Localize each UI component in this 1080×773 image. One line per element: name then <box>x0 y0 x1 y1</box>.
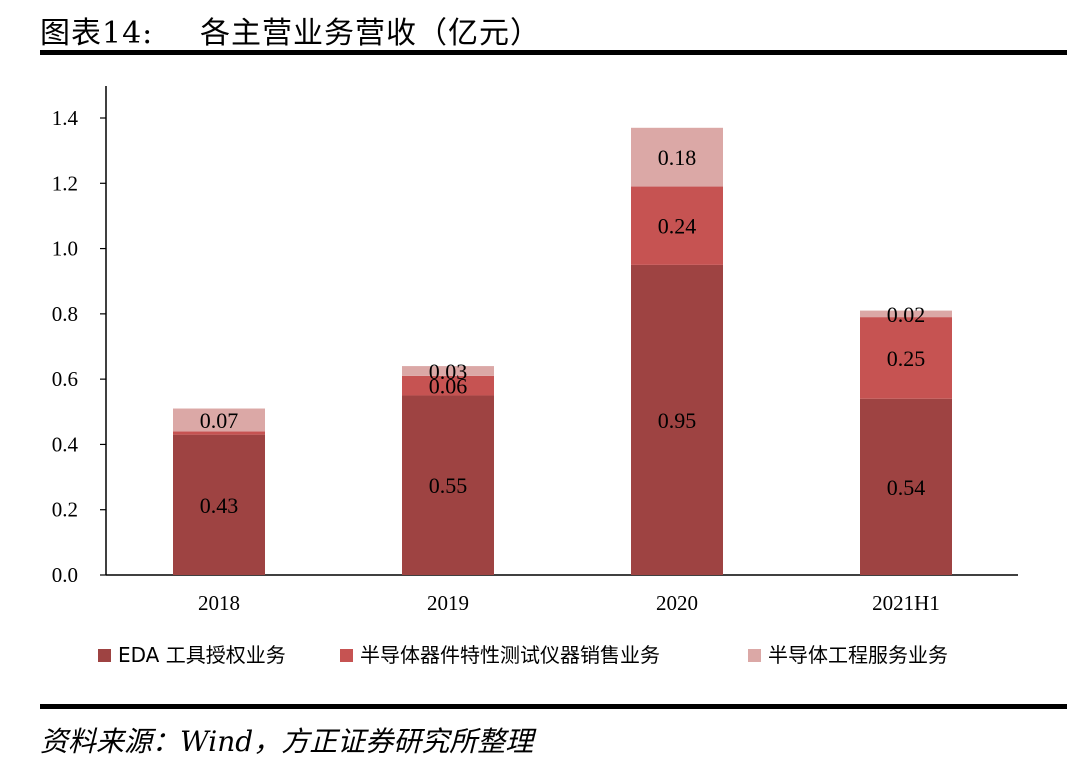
chart-legend: EDA 工具授权业务 半导体器件特性测试仪器销售业务 半导体工程服务业务 <box>98 643 948 667</box>
bar-segment <box>860 317 952 399</box>
bar-segment <box>402 375 494 396</box>
legend-swatch <box>98 649 111 662</box>
chart-data-labels: 0.43 0.07 0.55 0.060.03 0.95 0.24 0.18 0.54 0.25… <box>200 145 926 518</box>
x-tick-label: 2018 <box>198 591 240 615</box>
data-label: 0.95 <box>658 408 697 433</box>
x-tick-label: 2019 <box>427 591 469 615</box>
bar-segment <box>631 186 723 265</box>
bar-segment <box>631 127 723 187</box>
x-tick-label: 2020 <box>656 591 698 615</box>
bar-segment <box>402 366 494 376</box>
y-tick-label: 0.0 <box>52 563 78 587</box>
bar-segment <box>173 431 265 435</box>
y-tick-label: 0.8 <box>52 302 78 326</box>
figure-number: 图表14: <box>40 16 154 51</box>
data-label: 0.43 <box>200 493 239 518</box>
figure-title: 图表14: 各主营业务营收（亿元） <box>40 8 541 52</box>
chart-axes: 0.0 0.2 0.4 0.6 0.8 1.0 1.2 1.4 2018 2019 2020 2021… <box>52 86 1018 615</box>
source-note: 资料来源：Wind，方正证券研究所整理 <box>40 725 534 758</box>
footer-rule <box>40 704 1067 709</box>
data-label: 0.55 <box>429 473 468 498</box>
bar-segment <box>631 264 723 575</box>
legend-label: 半导体工程服务业务 <box>768 643 948 667</box>
y-tick-label: 0.2 <box>52 498 78 522</box>
legend-label: 半导体器件特性测试仪器销售业务 <box>360 643 660 667</box>
y-tick-label: 1.4 <box>52 106 79 130</box>
data-label: 0.24 <box>658 214 697 239</box>
y-tick-label: 1.2 <box>52 171 78 195</box>
data-label: 0.54 <box>887 475 926 500</box>
data-label: 0.25 <box>887 346 926 371</box>
chart-bars <box>173 127 952 575</box>
figure-caption: 各主营业务营收（亿元） <box>200 16 541 51</box>
bar-segment <box>860 310 952 318</box>
bar-segment <box>402 395 494 575</box>
legend-label: EDA 工具授权业务 <box>118 643 286 667</box>
bar-segment <box>173 434 265 575</box>
data-label: 0.07 <box>200 408 239 433</box>
header-rule <box>40 50 1067 55</box>
y-tick-label: 0.6 <box>52 367 78 391</box>
x-tick-label: 2021H1 <box>872 591 940 615</box>
data-label: 0.03 <box>429 359 468 384</box>
bar-segment <box>860 398 952 575</box>
data-label: 0.02 <box>887 302 926 327</box>
y-tick-label: 0.4 <box>52 432 79 456</box>
bar-segment <box>173 408 265 432</box>
legend-swatch <box>340 649 353 662</box>
data-label: 0.18 <box>658 145 697 170</box>
data-label: 0.06 <box>429 374 468 399</box>
legend-swatch <box>748 649 761 662</box>
y-tick-label: 1.0 <box>52 237 78 261</box>
